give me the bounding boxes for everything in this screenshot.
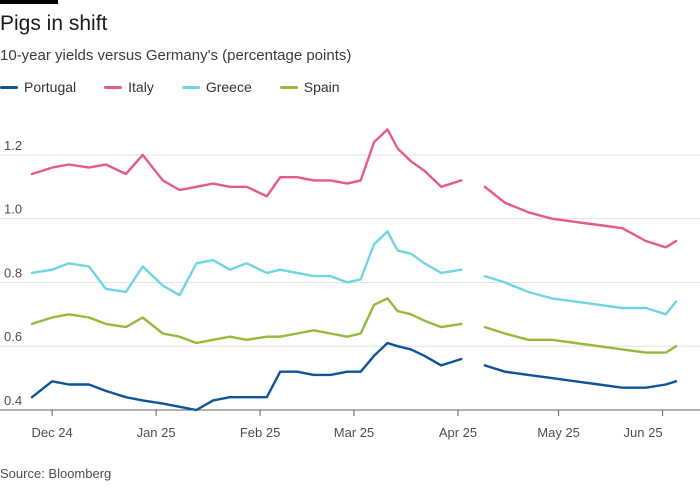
x-tick-label: Jan 25 [137, 425, 176, 440]
series-line-portugal [30, 341, 463, 412]
series-line-greece [30, 230, 463, 297]
x-tick-label: Feb 25 [240, 425, 280, 440]
x-tick-label: Dec 24 [32, 425, 73, 440]
legend-label-greece: Greece [205, 79, 252, 95]
x-tick-label: Apr 25 [439, 425, 477, 440]
y-tick-label: 1.2 [4, 138, 22, 153]
legend-label-spain: Spain [303, 79, 340, 95]
x-tick-label: May 25 [537, 425, 580, 440]
line-chart: 0.4 0.6 0.8 1.0 1.2 Dec 24 Jan 25 Feb 25 Mar 25 A… [0, 128, 700, 440]
series-line-spain [30, 297, 463, 345]
tick-layer: 0.4 0.6 0.8 1.0 1.2 Dec 24 Jan 25 Feb 25 Mar 25 A… [4, 138, 664, 440]
legend-swatch-spain [279, 85, 298, 89]
legend-label-italy: Italy [128, 79, 154, 95]
y-tick-label: 1.0 [4, 202, 22, 217]
x-tick-label: Jun 25 [624, 425, 663, 440]
legend-swatch-portugal [0, 85, 18, 89]
series-line-greece [483, 274, 678, 316]
chart-title: Pigs in shift [0, 12, 108, 35]
y-tick-label: 0.6 [4, 329, 22, 344]
top-rule [0, 0, 58, 4]
legend-swatch-italy [104, 85, 123, 89]
chart-subtitle: 10-year yields versus Germany's (percent… [0, 47, 352, 64]
y-tick-label: 0.4 [4, 393, 22, 408]
legend-swatch-greece [181, 85, 200, 89]
legend: Portugal Italy Greece Spain [0, 79, 368, 95]
series-line-spain [483, 325, 678, 354]
series-layer [30, 128, 678, 412]
x-tick-label: Mar 25 [334, 425, 374, 440]
series-line-portugal [483, 364, 678, 389]
legend-item-greece: Greece [181, 79, 252, 95]
legend-item-italy: Italy [104, 79, 154, 95]
series-line-italy [483, 185, 678, 249]
series-line-italy [30, 128, 463, 198]
legend-label-portugal: Portugal [24, 79, 77, 95]
legend-item-portugal: Portugal [0, 79, 76, 95]
y-tick-label: 0.8 [4, 265, 22, 280]
source-note: Source: Bloomberg [0, 466, 112, 481]
legend-item-spain: Spain [279, 79, 340, 95]
